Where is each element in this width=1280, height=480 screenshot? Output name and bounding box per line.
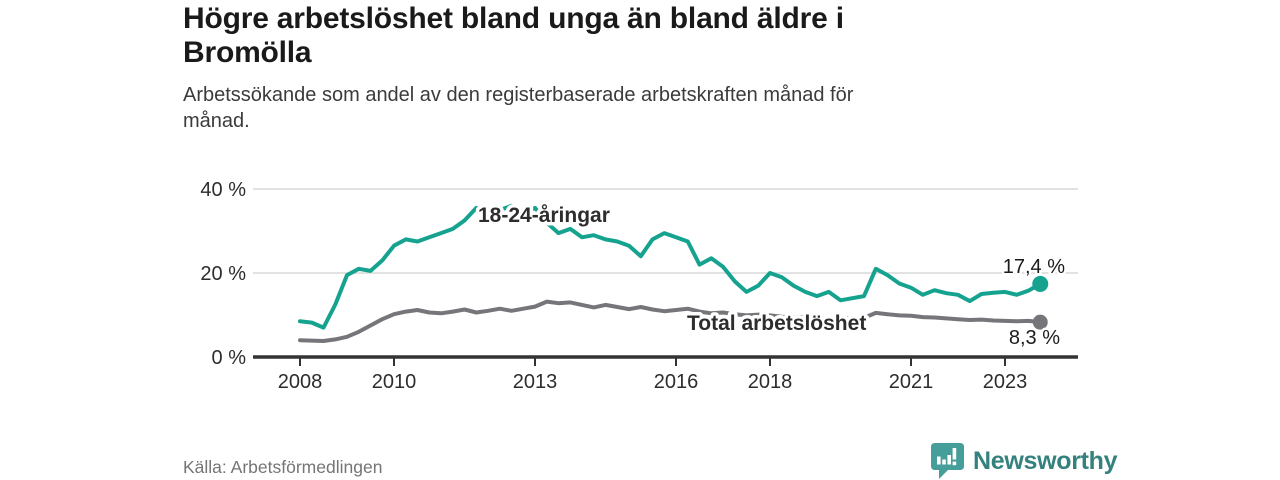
- x-tick-label: 2008: [278, 371, 323, 393]
- x-tick-label: 2013: [513, 371, 558, 393]
- page-title: Högre arbetslöshet bland unga än bland ä…: [183, 2, 844, 69]
- source-note: Källa: Arbetsförmedlingen: [183, 457, 383, 477]
- series-end-dot: [1032, 275, 1049, 292]
- x-tick-label: 2010: [372, 371, 417, 393]
- chart-header: Högre arbetslöshet bland unga än bland ä…: [183, 2, 963, 134]
- series-end-dot: [1032, 314, 1048, 330]
- chart-subtitle: Arbetssökande som andel av den registerb…: [183, 84, 854, 132]
- series-label: 18-24-åringar: [478, 204, 610, 227]
- y-tick-label: 20 %: [200, 263, 246, 285]
- x-tick-label: 2023: [983, 371, 1028, 393]
- x-tick-label: 2018: [748, 371, 793, 393]
- brand-wordmark: Newsworthy: [973, 446, 1118, 475]
- series-end-value-label: 17,4 %: [1003, 256, 1065, 278]
- y-tick-label: 40 %: [200, 179, 246, 201]
- series-line: [298, 299, 1043, 343]
- series-end-value-label: 8,3 %: [1009, 327, 1060, 349]
- newsworthy-bubble-bar-chart-icon: [931, 443, 964, 479]
- series-label: Total arbetslöshet: [687, 312, 866, 335]
- newsworthy-logo: Newsworthy: [931, 443, 1118, 479]
- x-tick-label: 2021: [889, 371, 934, 393]
- x-tick-label: 2016: [654, 371, 699, 393]
- series-line: [298, 203, 1043, 330]
- y-tick-label: 0 %: [212, 347, 247, 369]
